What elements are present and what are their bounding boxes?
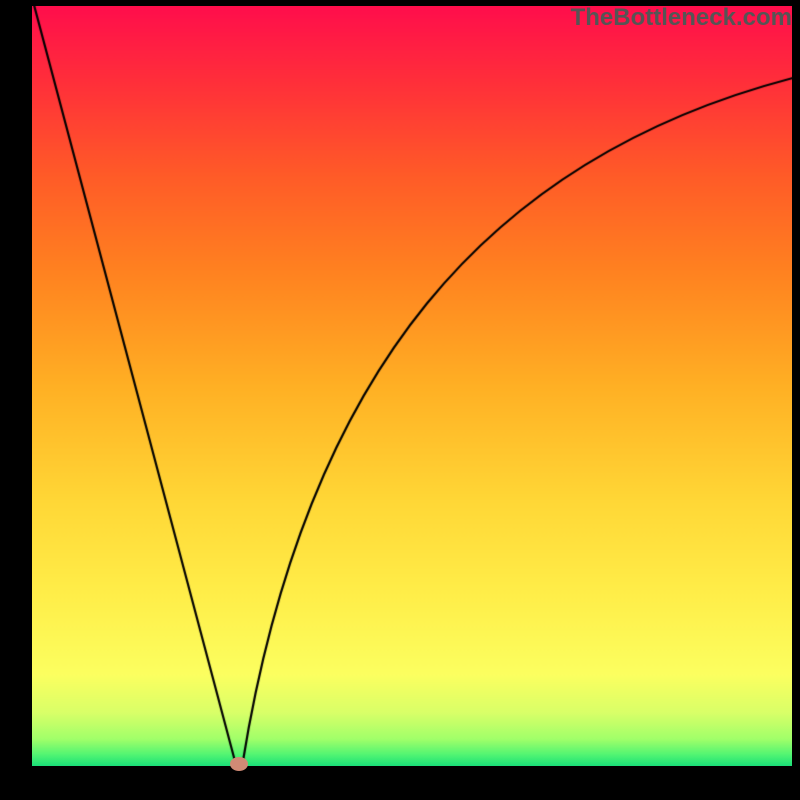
plot-area bbox=[32, 6, 792, 766]
optimum-marker bbox=[230, 757, 248, 771]
chart-container: TheBottleneck.com bbox=[0, 0, 800, 800]
watermark-text: TheBottleneck.com bbox=[571, 4, 792, 32]
bottleneck-curve bbox=[32, 6, 792, 766]
